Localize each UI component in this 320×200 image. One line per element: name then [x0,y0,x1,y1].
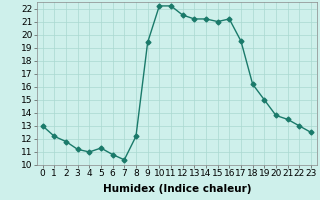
X-axis label: Humidex (Indice chaleur): Humidex (Indice chaleur) [102,184,251,194]
